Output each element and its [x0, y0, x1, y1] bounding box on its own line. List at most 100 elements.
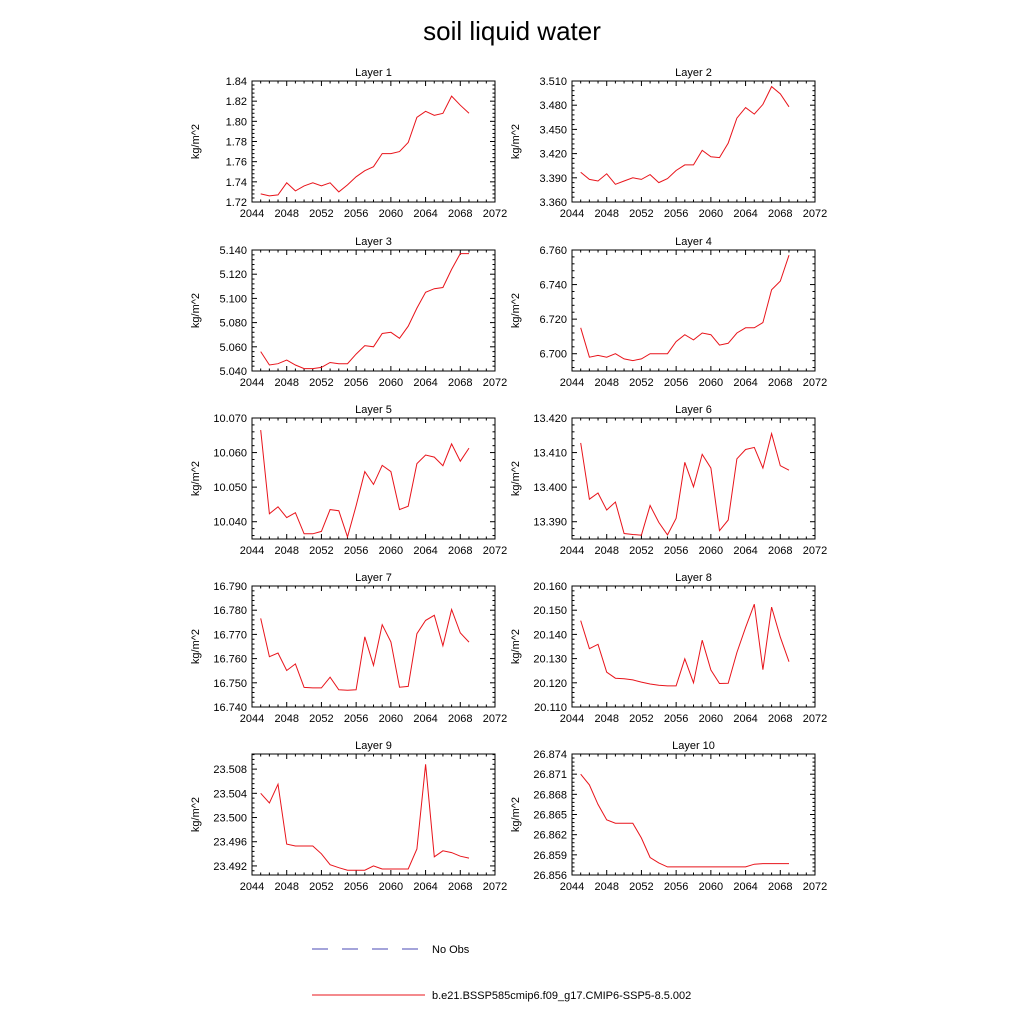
x-tick-label: 2072 [803, 545, 827, 557]
x-tick-label: 2064 [733, 377, 757, 389]
series-line-1 [260, 430, 470, 539]
x-tick-label: 2064 [413, 208, 437, 220]
y-axis-label: kg/m^2 [510, 629, 522, 664]
x-tick-label: 2060 [699, 377, 723, 389]
y-tick-label: 6.720 [539, 314, 567, 326]
panel-layer-9: Layer 9 2044 2048 2052 2056 2060 2064 2068 2072 2… [190, 740, 507, 893]
y-axis-label: kg/m^2 [510, 124, 522, 159]
x-tick-label: 2044 [560, 545, 584, 557]
panel-title: Layer 8 [675, 572, 712, 584]
y-tick-label: 13.390 [533, 517, 567, 529]
plot-frame [571, 80, 816, 203]
x-tick-label: 2048 [594, 208, 618, 220]
x-tick-label: 2072 [483, 377, 507, 389]
y-tick-label: 5.120 [219, 269, 247, 281]
y-tick-label: 13.410 [533, 448, 567, 460]
x-tick-label: 2048 [274, 881, 298, 893]
x-tick-label: 2048 [274, 208, 298, 220]
y-tick-label: 20.120 [533, 678, 567, 690]
x-tick-label: 2052 [629, 545, 653, 557]
x-tick-label: 2064 [733, 881, 757, 893]
x-tick-label: 2072 [803, 208, 827, 220]
x-tick-label: 2044 [560, 881, 584, 893]
series-line-1 [260, 253, 469, 370]
plot-frame [251, 417, 496, 540]
x-tick-label: 2072 [803, 881, 827, 893]
y-tick-label: 1.76 [226, 157, 247, 169]
x-tick-label: 2072 [483, 881, 507, 893]
y-tick-label: 20.110 [534, 702, 567, 714]
x-tick-label: 2068 [768, 377, 792, 389]
y-tick-label: 1.78 [226, 137, 247, 149]
x-tick-label: 2056 [664, 881, 688, 893]
panel-title: Layer 10 [672, 740, 715, 752]
y-tick-label: 1.84 [226, 76, 247, 88]
y-tick-label: 10.040 [213, 517, 247, 529]
y-tick-label: 1.82 [226, 96, 247, 108]
panel-title: Layer 9 [355, 740, 392, 752]
x-tick-label: 2056 [344, 881, 368, 893]
y-tick-label: 5.060 [219, 342, 247, 354]
x-tick-label: 2068 [448, 545, 472, 557]
x-tick-label: 2044 [560, 713, 584, 725]
y-tick-label: 3.390 [539, 173, 567, 185]
x-tick-label: 2064 [733, 208, 757, 220]
y-tick-label: 10.050 [213, 482, 247, 494]
plot-frame [251, 753, 496, 876]
y-axis-label: kg/m^2 [510, 461, 522, 496]
panel-title: Layer 2 [675, 67, 712, 79]
x-tick-label: 2064 [413, 881, 437, 893]
x-tick-label: 2064 [733, 545, 757, 557]
x-tick-label: 2052 [629, 208, 653, 220]
x-tick-label: 2072 [803, 713, 827, 725]
x-tick-label: 2052 [629, 377, 653, 389]
panel-grid: Layer 1 2044 2048 2052 2056 2060 2064 2068 2072 1… [190, 67, 827, 893]
x-tick-label: 2068 [768, 881, 792, 893]
y-axis-label: kg/m^2 [510, 797, 522, 832]
y-tick-label: 13.400 [533, 482, 567, 494]
x-tick-label: 2052 [309, 545, 333, 557]
x-tick-label: 2060 [379, 545, 403, 557]
y-tick-label: 16.780 [213, 605, 247, 617]
x-tick-label: 2052 [309, 377, 333, 389]
plot-frame [251, 249, 496, 372]
x-tick-label: 2068 [448, 881, 472, 893]
y-axis-label: kg/m^2 [190, 461, 202, 496]
plot-frame [571, 585, 816, 708]
y-tick-label: 1.80 [226, 116, 247, 128]
panel-layer-7: Layer 7 2044 2048 2052 2056 2060 2064 2068 2072 1… [190, 572, 507, 725]
panel-title: Layer 1 [355, 67, 392, 79]
x-tick-label: 2072 [483, 208, 507, 220]
x-tick-label: 2060 [699, 713, 723, 725]
y-tick-label: 6.760 [539, 245, 567, 257]
panel-layer-2: Layer 2 2044 2048 2052 2056 2060 2064 2068 2072 3… [510, 67, 827, 220]
x-tick-label: 2068 [768, 208, 792, 220]
y-tick-label: 26.862 [533, 830, 567, 842]
x-tick-label: 2064 [413, 713, 437, 725]
x-tick-label: 2064 [413, 377, 437, 389]
y-tick-label: 5.040 [219, 366, 247, 378]
x-tick-label: 2056 [344, 377, 368, 389]
x-tick-label: 2056 [664, 713, 688, 725]
y-tick-label: 3.480 [539, 100, 567, 112]
y-tick-label: 3.450 [539, 124, 567, 136]
x-tick-label: 2048 [594, 881, 618, 893]
series-line-1 [580, 255, 790, 362]
y-tick-label: 1.72 [226, 197, 247, 209]
x-tick-label: 2048 [594, 377, 618, 389]
y-tick-label: 26.868 [533, 789, 567, 801]
panel-layer-8: Layer 8 2044 2048 2052 2056 2060 2064 2068 2072 2… [510, 572, 827, 725]
x-tick-label: 2064 [733, 713, 757, 725]
x-tick-label: 2044 [240, 881, 264, 893]
x-tick-label: 2048 [274, 377, 298, 389]
panel-layer-5: Layer 5 2044 2048 2052 2056 2060 2064 2068 2072 1… [190, 404, 507, 557]
x-tick-label: 2060 [379, 881, 403, 893]
figure-title: soil liquid water [423, 16, 601, 46]
y-tick-label: 16.760 [213, 654, 247, 666]
x-tick-label: 2068 [768, 545, 792, 557]
x-tick-label: 2068 [448, 713, 472, 725]
x-tick-label: 2060 [379, 377, 403, 389]
panel-title: Layer 6 [675, 404, 712, 416]
x-tick-label: 2056 [664, 377, 688, 389]
